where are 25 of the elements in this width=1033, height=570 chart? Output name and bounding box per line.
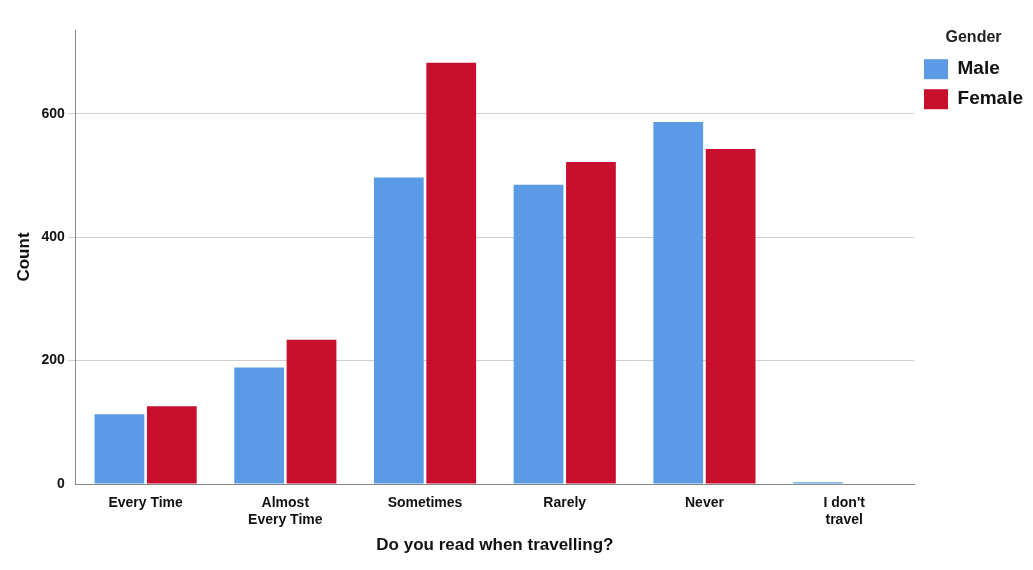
y-tick-label: 400 xyxy=(41,228,65,245)
y-axis-title: Count xyxy=(13,232,33,282)
bar xyxy=(426,62,477,484)
bar xyxy=(234,367,285,484)
bar xyxy=(373,177,424,484)
x-axis-title: Do you read when travelling? xyxy=(376,535,614,555)
y-tick-label: 600 xyxy=(41,104,65,121)
bar xyxy=(286,339,337,484)
bar xyxy=(653,121,704,484)
legend-label: Female xyxy=(957,87,1023,109)
y-tick-label: 0 xyxy=(56,474,65,491)
bar xyxy=(94,414,145,484)
legend-title: Gender xyxy=(945,28,1002,46)
bar xyxy=(513,184,564,484)
x-tick-label: Almost Every Time xyxy=(248,494,323,528)
x-tick-label: Rarely xyxy=(543,494,587,511)
x-tick-label: Never xyxy=(684,494,725,511)
bar xyxy=(146,406,197,484)
bar xyxy=(566,162,616,484)
x-tick-label: I don't travel xyxy=(823,494,866,528)
x-tick-label: Every Time xyxy=(108,494,184,511)
bar xyxy=(705,149,756,484)
legend-label: Male xyxy=(957,57,1000,79)
x-tick-label: Sometimes xyxy=(387,494,463,511)
y-tick-label: 200 xyxy=(41,351,65,368)
